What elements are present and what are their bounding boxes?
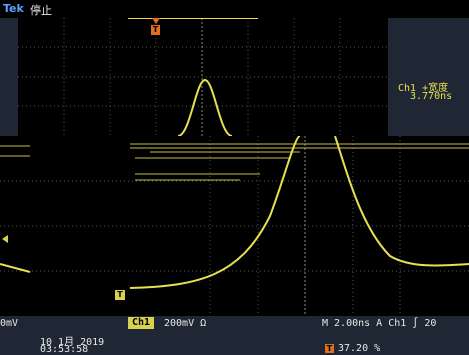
trigger-position-icon[interactable]: T xyxy=(151,25,160,35)
zoom-waveform-window xyxy=(18,18,388,136)
upper-grid xyxy=(18,18,388,136)
main-waveform-window xyxy=(0,136,469,316)
readout-bar xyxy=(0,316,469,355)
measurement-panel xyxy=(388,18,469,136)
trigger-position-readout: 37.20 % xyxy=(338,343,381,354)
offset-arrow-icon xyxy=(2,235,8,243)
timebase-readout: M 2.00ns A Ch1 ∫ 20 xyxy=(322,318,437,329)
date-readout: 10 1月 2019 xyxy=(40,337,105,348)
measurement-value: 3.770ns xyxy=(410,91,453,102)
acquisition-status: 停止 xyxy=(30,4,52,17)
offset-readout: 0mV xyxy=(0,318,19,329)
channel-badge[interactable]: Ch1 xyxy=(128,317,154,329)
time-readout: 03:53:58 xyxy=(40,344,89,355)
vertical-scale: 200mV Ω xyxy=(164,318,207,329)
upper-pulse-trace xyxy=(177,78,233,136)
measurement-label: Ch1 +宽度 xyxy=(398,83,449,94)
trigger-arrow-icon xyxy=(152,18,160,24)
aliasing-bands xyxy=(0,143,469,181)
main-pulse-trace xyxy=(0,136,469,289)
trigger-level-icon[interactable]: T xyxy=(115,290,125,300)
status-bar xyxy=(0,0,469,18)
trigger-position-badge-icon: T xyxy=(325,344,334,353)
brand-logo: Tek xyxy=(3,2,24,15)
